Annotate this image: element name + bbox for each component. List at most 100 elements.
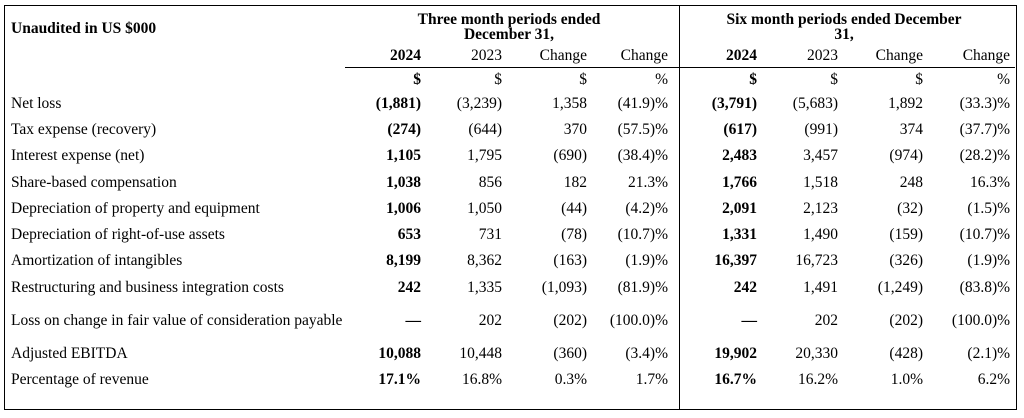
- row-label: Amortization of intangibles: [11, 252, 183, 270]
- header-spacer: [5, 42, 345, 68]
- unit-label: $: [915, 70, 923, 88]
- table-cell: 8,199: [386, 252, 421, 270]
- table-cell: 1,331: [722, 226, 757, 244]
- row-label: Loss on change in fair value of consider…: [11, 311, 343, 329]
- table-cell: 1,795: [467, 147, 502, 165]
- table-cell: 16,397: [714, 252, 757, 270]
- table-cell: 1,766: [722, 173, 757, 191]
- table-cell: (1,093): [541, 278, 587, 296]
- table-cell: (360): [553, 345, 587, 363]
- table-cell: (617): [723, 120, 757, 138]
- row-label: Depreciation of right-of-use assets: [11, 226, 225, 244]
- table-cell: (326): [889, 252, 923, 270]
- table-cell: (202): [889, 311, 923, 329]
- table-cell: (44): [561, 199, 587, 217]
- column-header: Change: [592, 42, 673, 68]
- table-cell: 1,006: [386, 199, 421, 217]
- table-cell: 2,123: [803, 199, 838, 217]
- table-cell: 370: [563, 120, 587, 138]
- row-label: Percentage of revenue: [11, 371, 149, 389]
- table-row: Depreciation of property and equipment 1,…: [5, 195, 1015, 221]
- table-cell: 2,483: [722, 147, 757, 165]
- table-cell: (37.7)%: [959, 120, 1011, 138]
- table-cell: 1,038: [386, 173, 421, 191]
- table-cell: 10,448: [459, 345, 502, 363]
- row-label: Adjusted EBITDA: [11, 345, 128, 363]
- table-cell: 1,050: [467, 199, 502, 217]
- unit-label: $: [830, 70, 838, 88]
- table-cell: (5,683): [792, 94, 838, 112]
- row-label: Restructuring and business integration c…: [11, 278, 284, 296]
- table-cell: (274): [387, 120, 421, 138]
- table-cell: 1,892: [888, 94, 923, 112]
- table-cell: (3,791): [711, 94, 757, 112]
- unit-label: $: [413, 70, 421, 88]
- unit-label: %: [655, 70, 668, 88]
- table-cell: —: [405, 311, 422, 329]
- table-cell: 856: [478, 173, 502, 191]
- table-cell: 1,490: [803, 226, 838, 244]
- table-cell: 182: [563, 173, 587, 191]
- period-divider: [679, 6, 680, 409]
- table-cell: 10,088: [378, 345, 421, 363]
- units-spacer: [5, 68, 345, 91]
- table-cell: (41.9)%: [617, 94, 668, 112]
- table-cell: (1.9)%: [625, 252, 668, 270]
- table-cell: 1,335: [467, 278, 502, 296]
- table-cell: (991): [804, 120, 838, 138]
- column-header: Change: [507, 42, 592, 68]
- table-cell: 20,330: [795, 345, 838, 363]
- unit-label: %: [997, 70, 1011, 88]
- table-cell: 1.0%: [890, 371, 923, 389]
- table-cell: (38.4)%: [617, 147, 668, 165]
- table-cell: 16.8%: [461, 371, 502, 389]
- table-cell: (78): [561, 226, 587, 244]
- adjusted-ebitda-table: Unaudited in US $000 Three month periods…: [5, 6, 1016, 393]
- table-cell: (10.7)%: [959, 226, 1011, 244]
- column-header: 2024: [345, 42, 426, 68]
- unit-label: $: [494, 70, 502, 88]
- table-cell: 731: [478, 226, 502, 244]
- row-label: Interest expense (net): [11, 147, 145, 165]
- table-cell: (1,881): [375, 94, 421, 112]
- table-cell: 1,518: [803, 173, 838, 191]
- table-cell: (28.2)%: [959, 147, 1011, 165]
- table-row: Adjusted EBITDA 10,088 10,448 (360) (3.4)% 19…: [5, 340, 1015, 366]
- table-cell: (2.1)%: [967, 345, 1011, 363]
- table-row: Amortization of intangibles 8,199 8,362 (16…: [5, 248, 1015, 274]
- table-cell: (428): [889, 345, 923, 363]
- table-cell: (690): [553, 147, 587, 165]
- table-cell: 6.2%: [977, 371, 1011, 389]
- table-row: Tax expense (recovery) (274) (644) 370 (57.5…: [5, 116, 1015, 142]
- table-cell: (100.0)%: [951, 311, 1011, 329]
- table-cell: (10.7)%: [617, 226, 668, 244]
- table-cell: 8,362: [467, 252, 502, 270]
- column-header: 2023: [426, 42, 507, 68]
- six-month-header: Six month periods ended December 31,: [726, 11, 962, 43]
- table-cell: (32): [897, 199, 923, 217]
- table-cell: 242: [397, 278, 421, 296]
- table-cell: 17.1%: [378, 371, 421, 389]
- column-header: Change: [843, 42, 928, 68]
- table-cell: 248: [899, 173, 923, 191]
- table-cell: (4.2)%: [625, 199, 668, 217]
- table-cell: 2,091: [722, 199, 757, 217]
- table-row: Share-based compensation 1,038 856 182 21.3%…: [5, 169, 1015, 195]
- table-cell: 16.3%: [970, 173, 1011, 191]
- unit-label: $: [749, 70, 757, 88]
- table-row: Depreciation of right-of-use assets 653 73…: [5, 221, 1015, 247]
- table-cell: (1.5)%: [967, 199, 1011, 217]
- table-row: Restructuring and business integration c…: [5, 274, 1015, 300]
- column-header: 2024: [673, 42, 762, 68]
- table-cell: (81.9)%: [617, 278, 668, 296]
- table-cell: 242: [733, 278, 757, 296]
- table-cell: 19,902: [714, 345, 757, 363]
- table-cell: 202: [814, 311, 838, 329]
- table-cell: (644): [468, 120, 502, 138]
- table-cell: 1.7%: [635, 371, 668, 389]
- table-cell: (202): [553, 311, 587, 329]
- table-cell: 374: [899, 120, 923, 138]
- column-header: 2023: [762, 42, 843, 68]
- table-row: Net loss (1,881) (3,239) 1,358 (41.9)% (3,791…: [5, 90, 1015, 116]
- financial-table-frame: Unaudited in US $000 Three month periods…: [4, 5, 1017, 410]
